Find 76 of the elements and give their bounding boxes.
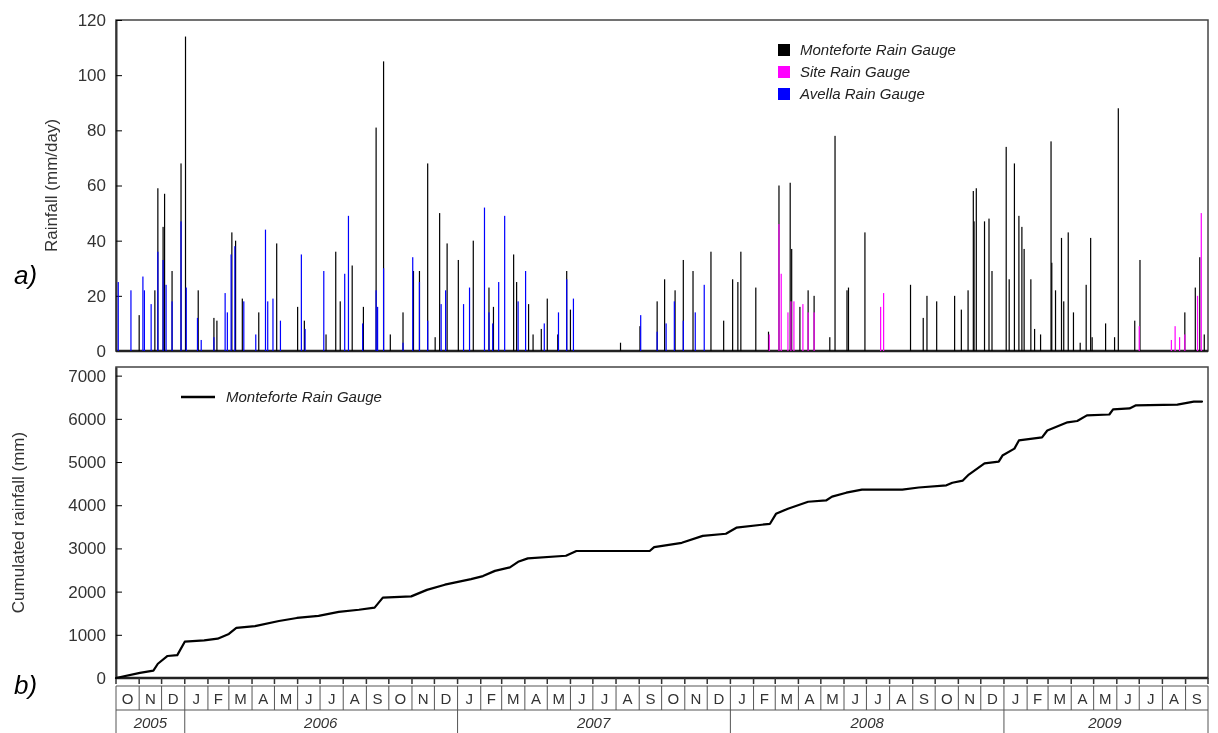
x-tick-label: 2005 (132, 714, 168, 731)
text: J (738, 690, 746, 707)
y-tick-label: 4000 (68, 496, 106, 516)
text: A (258, 690, 269, 707)
text: M (1098, 690, 1112, 707)
y-tick-label: 2000 (68, 582, 106, 602)
text: N (964, 690, 975, 707)
text: O (667, 690, 680, 707)
text: J (1011, 690, 1020, 707)
text: O (394, 690, 407, 707)
text: M (279, 690, 293, 707)
legend-label: Monteforte Rain Gauge (800, 41, 956, 58)
text: S (1191, 690, 1202, 707)
text: N (690, 690, 702, 707)
text: A (622, 690, 633, 707)
text: J (600, 690, 609, 707)
x-tick-label: 2007 (575, 714, 611, 731)
text: F (213, 690, 223, 707)
text: J (577, 690, 586, 707)
text: J (192, 690, 201, 707)
legend-label: Site Rain Gauge (800, 63, 911, 80)
text: D (440, 690, 452, 707)
y-tick-label: 0 (96, 341, 106, 361)
text: J (874, 690, 882, 707)
x-tick-label: 2006 (303, 714, 339, 731)
text: F (759, 690, 769, 707)
text: S (918, 690, 929, 707)
text: A (1168, 690, 1179, 707)
text: A (349, 690, 360, 707)
text: D (167, 690, 179, 707)
text: A (896, 690, 907, 707)
text: N (144, 690, 156, 707)
text: D (986, 690, 998, 707)
text: J (327, 690, 336, 707)
x-tick-label: 2009 (1087, 714, 1123, 731)
x-tick-label: 2008 (849, 714, 885, 731)
y-tick-label: 100 (77, 66, 106, 86)
y-tick-label: 60 (87, 176, 106, 196)
text: N (417, 690, 429, 707)
text: J (305, 690, 313, 707)
text: F (486, 690, 496, 707)
y-tick-label: 6000 (68, 409, 106, 429)
text: S (645, 690, 656, 707)
y-tick-label: 120 (77, 10, 106, 30)
legend-label: Monteforte Rain Gauge (226, 388, 382, 405)
text: J (851, 690, 859, 707)
text: D (713, 690, 725, 707)
text: b) (14, 670, 38, 700)
legend-label: Avella Rain Gauge (799, 85, 925, 102)
y-tick-label: 3000 (68, 539, 106, 559)
y-axis-title: Cumulated rainfall (mm) (9, 431, 28, 614)
text: M (1053, 690, 1066, 707)
text: O (121, 690, 134, 707)
text: A (531, 690, 542, 707)
text: F (1033, 690, 1043, 707)
y-tick-label: 5000 (68, 452, 106, 472)
text: J (1147, 690, 1155, 707)
y-tick-label: 20 (87, 286, 106, 306)
text: A (804, 690, 815, 707)
y-tick-label: 80 (87, 121, 106, 141)
y-axis-title: Rainfall (mm/day) (42, 118, 61, 253)
text: J (465, 690, 473, 707)
text: A (1077, 690, 1088, 707)
text: a) (14, 260, 38, 290)
text: S (372, 690, 383, 707)
text: J (1124, 690, 1132, 707)
text: M (552, 690, 566, 707)
y-tick-label: 40 (87, 231, 106, 251)
y-tick-label: 1000 (68, 625, 106, 645)
text: M (780, 690, 794, 707)
y-tick-label: 7000 (68, 366, 106, 386)
text: M (234, 690, 247, 707)
text: M (507, 690, 520, 707)
text: O (940, 690, 953, 707)
y-tick-label: 0 (96, 668, 106, 688)
text: M (826, 690, 839, 707)
